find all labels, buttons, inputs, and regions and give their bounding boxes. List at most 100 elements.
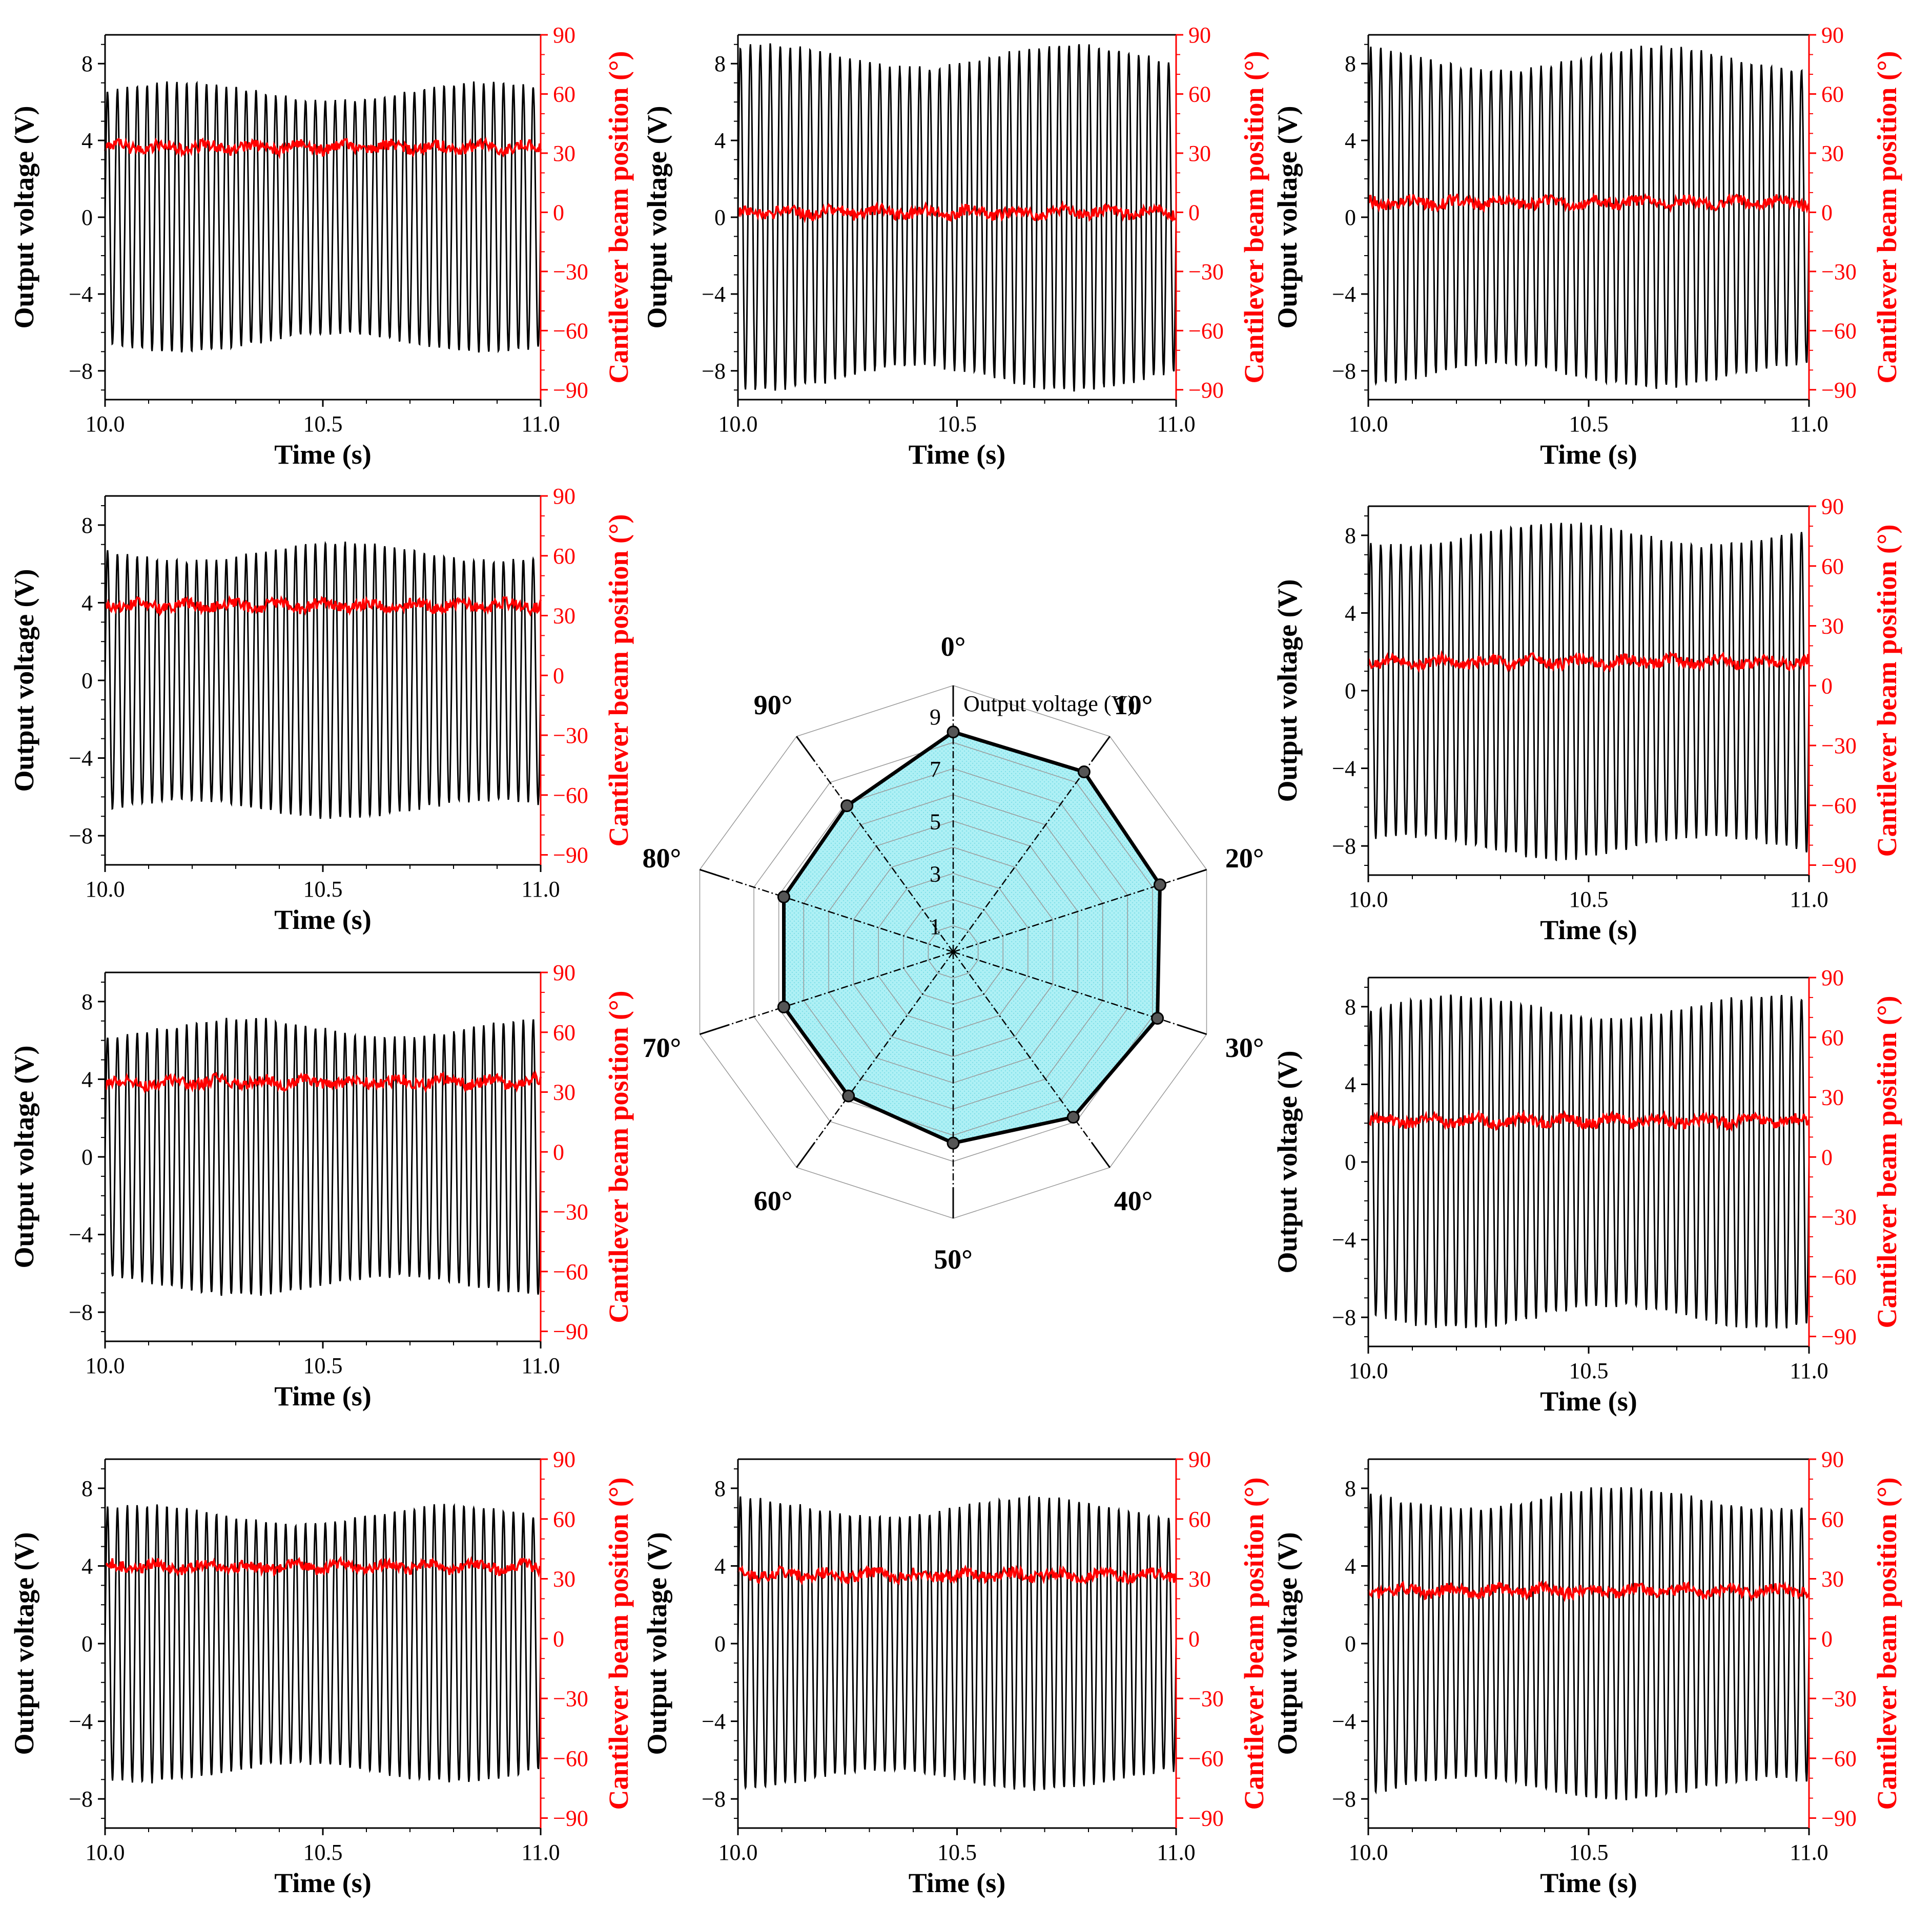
left-y-tick-label: 4 (81, 1067, 93, 1092)
right-y-tick-label: 60 (1188, 81, 1211, 107)
beam-position-series-line (737, 1564, 1177, 1586)
x-tick-label: 11.0 (1790, 411, 1828, 437)
left-y-axis-title: Output voltage (V) (9, 106, 39, 329)
left-y-axis-title: Output voltage (V) (1272, 106, 1303, 329)
right-y-axis-title: Cantilever beam position (°) (1872, 524, 1902, 857)
x-tick-label: 10.5 (937, 411, 977, 437)
radar-data-point (777, 890, 790, 904)
right-y-tick-label: −60 (1821, 1746, 1857, 1771)
x-tick-label: 10.0 (1349, 411, 1388, 437)
left-y-axis-title: Output voltage (V) (9, 1046, 39, 1269)
right-y-tick-label: 60 (1188, 1507, 1211, 1532)
radar-data-area (784, 732, 1160, 1144)
right-y-tick-label: 30 (553, 1567, 576, 1592)
radar-chart: 1 3 5 7 9 Output voltage (V) 0° 10° 20° 30° 40° 50°… (642, 631, 1264, 1275)
radar-grid-ring (853, 846, 1054, 1057)
right-y-tick-label: 0 (1821, 1145, 1833, 1170)
x-tick-label: 10.5 (303, 877, 343, 902)
x-tick-label: 10.0 (86, 1353, 125, 1378)
left-y-tick-label: −8 (69, 1787, 93, 1812)
right-y-tick-label: 90 (553, 484, 576, 509)
right-y-tick-label: 60 (553, 1507, 576, 1532)
right-y-tick-label: 90 (1188, 1447, 1211, 1472)
right-y-tick-label: 90 (1821, 23, 1844, 48)
x-tick-label: 10.0 (86, 877, 125, 902)
x-axis-title: Time (s) (1540, 439, 1637, 470)
beam-position-series-line (1368, 1109, 1810, 1132)
right-y-tick-label: −60 (1821, 793, 1857, 818)
voltage-series-line (104, 80, 542, 354)
left-y-tick-label: 4 (81, 590, 93, 615)
left-y-tick-label: −4 (702, 282, 726, 307)
radar-data-point (842, 1089, 855, 1103)
radar-category-label: 20° (1225, 843, 1264, 874)
left-y-tick-label: −4 (69, 746, 93, 771)
x-tick-label: 10.5 (303, 1353, 343, 1378)
right-y-tick-label: −60 (553, 783, 588, 808)
x-tick-label: 10.5 (1569, 887, 1609, 912)
right-y-tick-label: 60 (553, 1020, 576, 1045)
left-y-tick-label: −8 (69, 359, 93, 384)
right-y-axis-title: Cantilever beam position (°) (603, 514, 634, 846)
x-tick-label: 10.5 (303, 411, 343, 437)
radar-r-tick-label: 7 (930, 757, 941, 782)
right-y-tick-label: −30 (553, 723, 588, 748)
right-y-tick-label: −90 (1188, 378, 1224, 403)
right-y-tick-label: −60 (1821, 318, 1857, 343)
left-y-axis-title: Output voltage (V) (9, 1532, 39, 1755)
right-y-tick-label: −60 (1821, 1264, 1857, 1290)
left-y-tick-label: 0 (714, 205, 726, 230)
x-axis-title: Time (s) (1540, 915, 1637, 945)
right-y-tick-label: −30 (1821, 259, 1857, 284)
left-y-axis-title: Output voltage (V) (1272, 1532, 1303, 1755)
x-tick-label: 10.5 (303, 1840, 343, 1865)
left-y-tick-label: 8 (1345, 523, 1356, 548)
x-tick-label: 10.0 (1349, 887, 1388, 912)
right-y-tick-label: 60 (1821, 81, 1844, 107)
left-y-tick-label: 8 (81, 989, 93, 1014)
beam-position-series-line (104, 136, 542, 160)
right-y-tick-label: 90 (1188, 23, 1211, 48)
radar-category-label: 30° (1225, 1032, 1264, 1063)
left-y-tick-label: 0 (1345, 1631, 1356, 1656)
x-axis-title: Time (s) (909, 439, 1005, 470)
right-y-tick-label: 60 (1821, 1025, 1844, 1050)
radar-spoke-outer (1177, 868, 1207, 880)
panel-top-right: 10.0 10.5 11.0 8 4 0 −4 −8 90 60 30 0 −30 −60 −90 Time … (1272, 23, 1902, 470)
radar-grid-ring (928, 925, 979, 979)
radar-category-label: 70° (642, 1032, 681, 1063)
right-y-tick-label: 0 (553, 1139, 564, 1165)
x-tick-label: 11.0 (521, 1353, 560, 1378)
x-tick-label: 11.0 (1790, 887, 1828, 912)
left-y-axis-title: Output voltage (V) (642, 1532, 672, 1755)
right-y-tick-label: −60 (553, 318, 588, 343)
left-y-tick-label: 4 (1345, 600, 1356, 626)
left-y-tick-label: 0 (1345, 205, 1356, 230)
left-y-axis-title: Output voltage (V) (9, 569, 39, 792)
right-y-axis-title: Cantilever beam position (°) (1872, 1477, 1902, 1810)
left-y-tick-label: 8 (1345, 994, 1356, 1020)
beam-position-series-line (1367, 1580, 1810, 1603)
x-tick-label: 10.0 (86, 411, 125, 437)
right-y-tick-label: 0 (1821, 1626, 1833, 1651)
right-y-tick-label: 0 (553, 200, 564, 225)
radar-spoke (953, 951, 1178, 1026)
radar-spoke (952, 761, 1093, 952)
right-y-tick-label: 0 (553, 1626, 564, 1651)
right-y-tick-label: −90 (553, 378, 588, 403)
right-y-tick-label: 30 (553, 604, 576, 629)
voltage-series-line (1367, 522, 1810, 862)
right-y-axis-title: Cantilever beam position (°) (603, 1477, 634, 1810)
right-y-axis-title: Cantilever beam position (°) (1239, 1477, 1269, 1810)
right-y-tick-label: −60 (553, 1259, 588, 1284)
x-tick-label: 11.0 (521, 877, 560, 902)
right-y-tick-label: −60 (1188, 1746, 1224, 1771)
radar-category-label: 40° (1114, 1186, 1153, 1216)
beam-position-series-line (737, 200, 1177, 224)
x-tick-label: 10.5 (1569, 411, 1609, 437)
right-y-axis-title: Cantilever beam position (°) (1872, 51, 1902, 383)
radar-spoke (814, 761, 954, 952)
left-y-tick-label: −8 (702, 359, 726, 384)
left-y-tick-label: −8 (1332, 1305, 1356, 1330)
left-y-tick-label: 8 (81, 51, 93, 76)
